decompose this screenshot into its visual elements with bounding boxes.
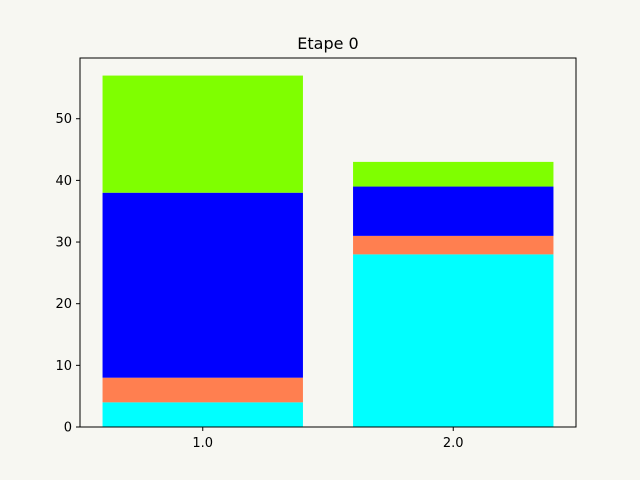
x-tick-label: 1.0 [192, 436, 213, 451]
bar-segment-2-1 [353, 254, 554, 427]
x-tick-label: 2.0 [443, 436, 464, 451]
chart-title: Etape 0 [297, 34, 358, 53]
y-axis: 0 10 20 30 40 50 [55, 112, 80, 436]
y-tick-label: 20 [55, 297, 72, 312]
axes-frame [79, 57, 577, 428]
bar-segment-2-2 [353, 235, 554, 255]
bar-segment-1-3 [102, 192, 303, 378]
bars [102, 75, 554, 427]
y-tick-label: 50 [55, 112, 72, 127]
bar-segment-1-1 [102, 402, 303, 427]
bar-segment-1-2 [102, 377, 303, 403]
bar-segment-1-4 [102, 75, 303, 193]
y-tick-label: 30 [55, 236, 72, 251]
bar-segment-2-3 [353, 186, 554, 236]
y-tick-label: 10 [55, 359, 72, 374]
y-tick-label: 0 [64, 421, 72, 436]
x-axis: 1.0 2.0 [192, 427, 464, 451]
y-tick-label: 40 [55, 174, 72, 189]
bar-segment-2-4 [353, 161, 554, 187]
